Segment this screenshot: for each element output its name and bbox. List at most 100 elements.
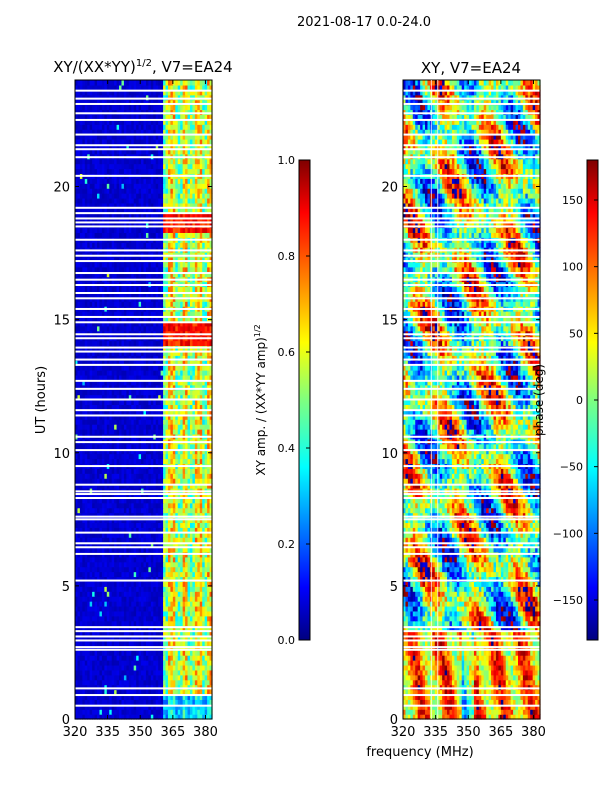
heatmap-cell [160, 576, 164, 582]
heatmap-cell [145, 311, 149, 317]
heatmap-cell [163, 601, 167, 607]
heatmap-cell [99, 704, 103, 710]
heatmap-cell [97, 610, 101, 617]
heatmap-cell [77, 478, 81, 484]
heatmap-cell [170, 596, 174, 602]
heatmap-cell [128, 615, 132, 622]
heatmap-cell [194, 374, 198, 381]
heatmap-cell [158, 689, 162, 696]
heatmap-cell [79, 571, 83, 578]
heatmap-cell [170, 311, 174, 317]
heatmap-cell [192, 630, 196, 637]
heatmap-cell [177, 640, 181, 646]
heatmap-cell [155, 404, 159, 410]
heatmap-cell [155, 320, 159, 327]
heatmap-cell [89, 694, 93, 700]
heatmap-cell [123, 404, 127, 410]
heatmap-cell [101, 389, 105, 396]
heatmap-cell [111, 650, 115, 656]
heatmap-cell [192, 605, 196, 612]
heatmap-cell [167, 655, 172, 661]
heatmap-cell [182, 492, 186, 499]
heatmap-cell [121, 586, 125, 592]
heatmap-cell [165, 448, 169, 455]
heatmap-cell [163, 581, 167, 587]
heatmap-cell [148, 311, 152, 317]
heatmap-cell [138, 630, 142, 637]
heatmap-cell [133, 497, 137, 504]
heatmap-cell [163, 576, 167, 582]
heatmap-cell [79, 522, 83, 528]
heatmap-cell [109, 286, 113, 292]
heatmap-cell [123, 448, 127, 455]
heatmap-cell [75, 507, 79, 514]
heatmap-cell [160, 311, 164, 317]
heatmap-cell [79, 365, 83, 371]
heatmap-cell [150, 428, 154, 435]
heatmap-cell [75, 389, 79, 396]
heatmap-cell [177, 443, 181, 450]
heatmap-cell [182, 704, 186, 710]
heatmap-cell [119, 689, 123, 696]
heatmap-cell [79, 473, 83, 479]
heatmap-cell [170, 561, 174, 568]
heatmap-cell [160, 325, 164, 332]
heatmap-cell [104, 370, 108, 376]
heatmap-cell [126, 581, 130, 587]
heatmap-cell [180, 679, 184, 686]
heatmap-cell [155, 635, 159, 641]
heatmap-cell [75, 684, 79, 691]
heatmap-cell [123, 497, 127, 504]
heatmap-cell [197, 527, 201, 533]
heatmap-cell [87, 537, 91, 543]
heatmap-cell [116, 320, 120, 327]
heatmap-cell [84, 640, 88, 646]
heatmap-cell [123, 473, 127, 479]
heatmap-cell [165, 566, 169, 573]
heatmap-cell [87, 601, 91, 607]
heatmap-cell [160, 620, 164, 627]
heatmap-cell [84, 355, 88, 361]
heatmap-cell [84, 650, 88, 656]
heatmap-cell [94, 325, 98, 332]
heatmap-cell [123, 596, 127, 602]
heatmap-cell [119, 566, 123, 573]
heatmap-cell [121, 601, 125, 607]
heatmap-cell [75, 586, 79, 592]
heatmap-cell [89, 374, 93, 381]
heatmap-cell [177, 596, 181, 602]
heatmap-cell [97, 374, 101, 381]
heatmap-cell [150, 492, 154, 499]
heatmap-cell [197, 669, 201, 676]
heatmap-cell [138, 502, 142, 509]
heatmap-cell [199, 374, 203, 381]
heatmap-cell [180, 576, 184, 582]
heatmap-cell [172, 630, 176, 637]
heatmap-cell [170, 507, 174, 514]
heatmap-cell [197, 601, 201, 607]
heatmap-cell [145, 325, 149, 332]
heatmap-cell [148, 350, 152, 356]
heatmap-cell [204, 502, 208, 509]
heatmap-cell [155, 365, 159, 371]
heatmap-cell [209, 497, 213, 504]
heatmap-cell [109, 453, 113, 460]
heatmap-cell [170, 591, 174, 597]
heatmap-cell [104, 664, 108, 671]
heatmap-cell [79, 409, 83, 415]
heatmap-cell [79, 320, 83, 327]
heatmap-cell [143, 286, 147, 292]
heatmap-cell [160, 424, 164, 430]
heatmap-cell [104, 389, 108, 396]
heatmap-cell [187, 492, 191, 499]
heatmap-cell [133, 419, 137, 425]
heatmap-cell [143, 625, 147, 632]
heatmap-cell [128, 571, 132, 578]
heatmap-cell [84, 660, 88, 666]
heatmap-cell [163, 699, 167, 705]
heatmap-cell [177, 365, 181, 371]
heatmap-cell [150, 379, 154, 386]
heatmap-cell [82, 473, 86, 479]
heatmap-cell [82, 610, 86, 617]
heatmap-cell [145, 566, 149, 573]
